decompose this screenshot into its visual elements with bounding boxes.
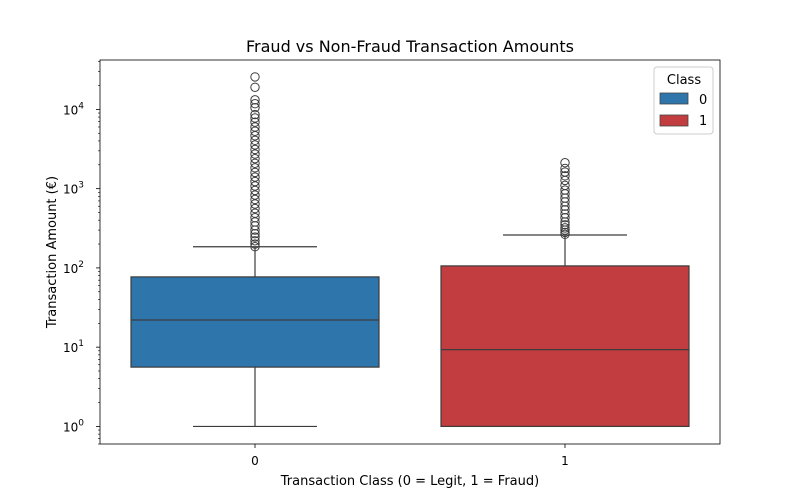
legend: Class 0 1 — [653, 66, 714, 135]
outlier-point-1 — [560, 180, 570, 191]
outlier-point-0 — [250, 199, 260, 209]
outlier-point-1 — [560, 158, 570, 168]
outlier-point-1 — [560, 209, 570, 219]
plot-area — [130, 72, 690, 428]
outlier-point-0 — [250, 82, 260, 93]
outlier-point-0 — [250, 122, 260, 132]
x-tick-label-1: 1 — [561, 454, 569, 468]
outlier-point-0 — [250, 213, 260, 223]
outlier-point-1 — [560, 223, 570, 233]
outlier-point-0 — [250, 232, 260, 242]
outlier-point-0 — [250, 135, 260, 146]
outlier-point-1 — [560, 171, 570, 181]
outlier-point-0 — [250, 95, 260, 105]
outlier-point-0 — [250, 194, 260, 205]
outlier-point-0 — [250, 158, 260, 168]
outlier-point-0 — [250, 144, 260, 155]
outlier-point-0 — [250, 167, 260, 178]
outlier-point-1 — [560, 185, 570, 195]
outlier-point-0 — [250, 126, 260, 136]
y-tick-exponent-2: 2 — [78, 260, 84, 270]
legend-swatch-1 — [659, 114, 689, 127]
y-tick-exponent-3: 3 — [78, 181, 84, 191]
outlier-point-0 — [250, 140, 260, 150]
outlier-point-0 — [250, 163, 260, 173]
plot-frame — [99, 59, 721, 445]
box-group-1 — [440, 158, 690, 428]
x-tick-label-0: 0 — [251, 454, 259, 468]
y-tick-label-2: 102 — [63, 260, 84, 276]
legend-label-1: 1 — [699, 114, 707, 129]
outlier-point-0 — [250, 153, 260, 164]
outlier-point-0 — [250, 236, 260, 246]
outlier-point-0 — [250, 172, 260, 182]
outlier-point-0 — [250, 98, 260, 109]
outlier-point-0 — [250, 242, 260, 252]
outlier-point-0 — [250, 239, 260, 249]
outlier-point-0 — [250, 181, 260, 191]
outlier-point-0 — [250, 208, 260, 218]
legend-label-0: 0 — [699, 93, 707, 108]
outlier-point-1 — [560, 220, 570, 230]
outlier-point-0 — [250, 117, 260, 127]
y-tick-label-1: 101 — [63, 339, 84, 355]
outlier-point-0 — [250, 72, 260, 82]
outlier-point-0 — [250, 103, 260, 113]
outlier-point-0 — [250, 149, 260, 159]
outlier-point-0 — [250, 203, 260, 214]
box-iqr-1 — [440, 265, 690, 428]
outlier-point-0 — [250, 109, 260, 120]
y-tick-exponent-0: 0 — [78, 418, 84, 428]
y-tick-exponent-1: 1 — [78, 339, 84, 349]
outlier-point-1 — [560, 163, 570, 174]
y-tick-label-3: 103 — [63, 181, 84, 197]
y-tick-exponent-4: 4 — [78, 101, 84, 111]
y-tick-label-4: 104 — [63, 101, 84, 117]
y-tick-label-0: 100 — [63, 418, 84, 434]
outlier-point-1 — [560, 227, 570, 238]
outlier-point-1 — [560, 167, 570, 177]
legend-swatch-0 — [659, 92, 689, 105]
legend-title: Class — [667, 73, 701, 88]
box-iqr-0 — [130, 276, 380, 368]
chart-title: Fraud vs Non-Fraud Transaction Amounts — [246, 37, 574, 56]
outlier-point-0 — [250, 113, 260, 123]
box-group-0 — [130, 72, 380, 428]
outlier-point-0 — [250, 190, 260, 200]
outlier-point-1 — [560, 213, 570, 223]
x-axis-label: Transaction Class (0 = Legit, 1 = Fraud) — [280, 474, 539, 489]
outlier-point-0 — [250, 176, 260, 187]
y-axis-label: Transaction Amount (€) — [45, 176, 60, 329]
